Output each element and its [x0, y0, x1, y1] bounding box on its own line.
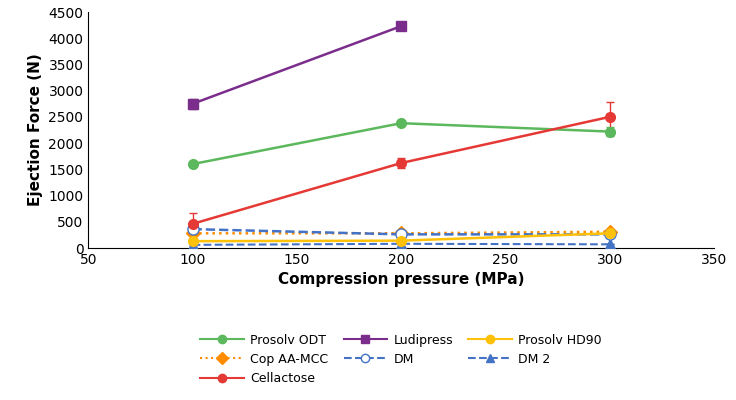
X-axis label: Compression pressure (MPa): Compression pressure (MPa): [278, 272, 524, 288]
Y-axis label: Ejection Force (N): Ejection Force (N): [28, 54, 43, 206]
Legend: Prosolv ODT, Cop AA-MCC, Cellactose, Ludipress, DM, Prosolv HD90, DM 2: Prosolv ODT, Cop AA-MCC, Cellactose, Lud…: [197, 330, 606, 389]
